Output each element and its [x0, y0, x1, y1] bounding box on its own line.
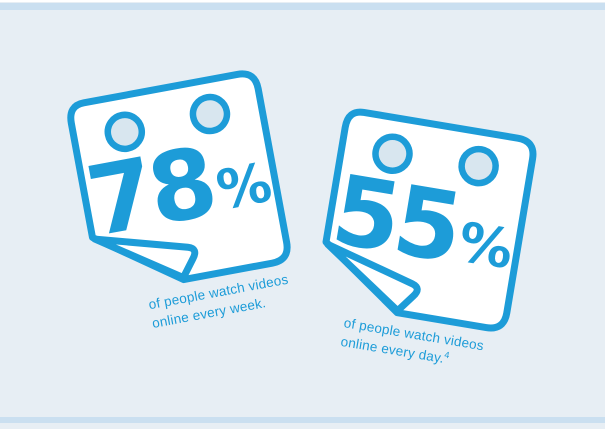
top-accent-bar	[0, 3, 605, 10]
page-curl-icon	[91, 235, 199, 282]
stat-value: 78	[78, 125, 221, 259]
stat-note-daily: 55 % of people watch videos online every…	[298, 105, 540, 404]
page-curl-icon	[324, 240, 421, 315]
bottom-accent-bar	[0, 417, 605, 423]
percent-sign: %	[453, 210, 518, 282]
stat-value: 55	[325, 153, 466, 285]
calendar-page-icon	[67, 70, 291, 284]
punch-hole-icon	[104, 111, 146, 153]
punch-hole-icon	[189, 93, 231, 135]
stat-note-weekly: 78 % of people watch videos online every…	[61, 66, 307, 368]
calendar-page-icon	[322, 108, 537, 332]
punch-hole-icon	[372, 133, 413, 174]
punch-hole-icon	[458, 145, 499, 187]
percent-sign: %	[211, 150, 277, 223]
footnote-marker: 4	[443, 349, 451, 361]
